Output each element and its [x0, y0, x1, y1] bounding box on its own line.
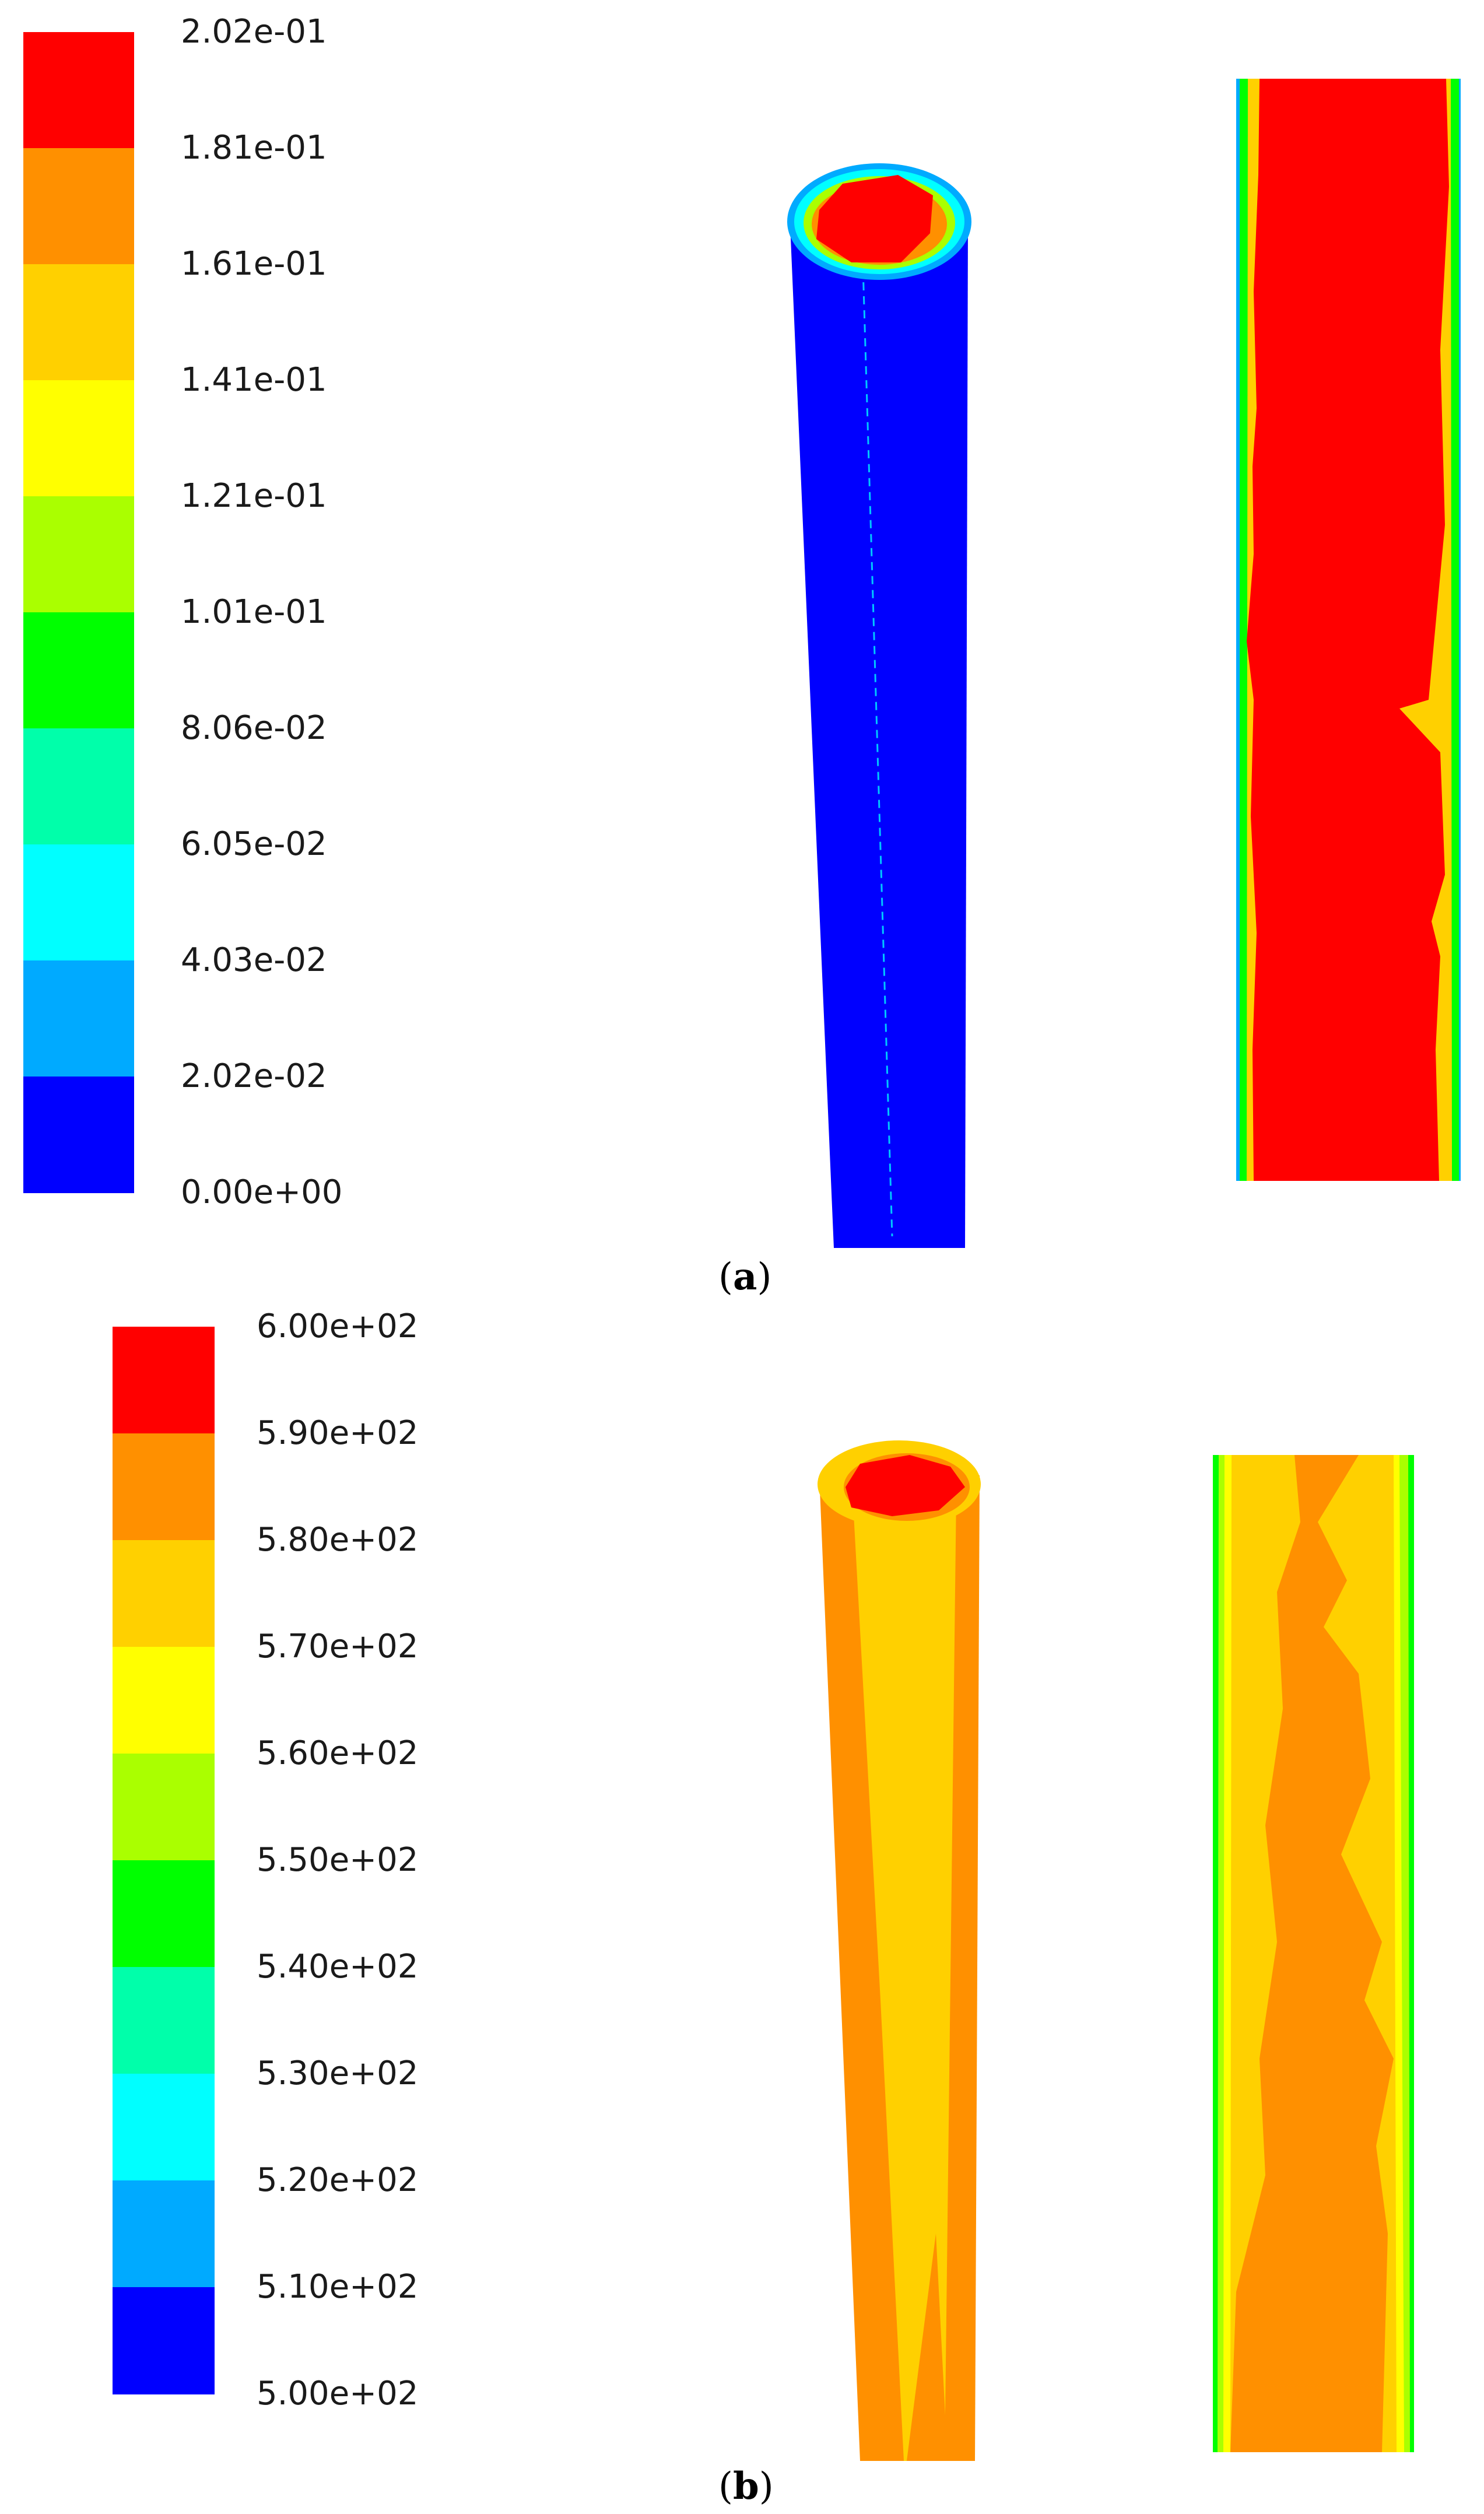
legend-swatch — [113, 1540, 215, 1647]
section-core-b — [1230, 1455, 1394, 2452]
caption-b: (b) — [718, 2464, 774, 2508]
legend-tick-label: 5.40e+02 — [257, 1948, 419, 1986]
legend-tick-label: 2.02e-02 — [181, 1057, 327, 1095]
tube-top-core-a — [816, 175, 933, 262]
legend-swatch — [23, 844, 134, 961]
legend-swatch — [23, 496, 134, 613]
legend-swatch — [113, 1433, 215, 1541]
legend-swatch — [23, 728, 134, 845]
legend-swatch — [23, 264, 134, 381]
tube-3d-body-a — [790, 225, 968, 1248]
legend-tick-label: 1.01e-01 — [181, 593, 327, 631]
legend-swatch — [23, 148, 134, 265]
panel-b: 6.00e+02 5.90e+02 5.80e+02 5.70e+02 5.60e+02… — [0, 1300, 1484, 2514]
legend-tick-label: 1.61e-01 — [181, 245, 327, 283]
legend-swatch — [23, 32, 134, 149]
legend-swatch — [23, 380, 134, 497]
section-core-a — [1247, 79, 1449, 1181]
legend-tick-label: 5.80e+02 — [257, 1521, 419, 1559]
legend-swatch — [113, 1327, 215, 1434]
legend-swatch — [23, 612, 134, 729]
legend-tick-label: 5.70e+02 — [257, 1628, 419, 1666]
legend-tick-label: 8.06e-02 — [181, 709, 327, 747]
color-legend-bar-a — [23, 32, 134, 1193]
legend-tick-label: 6.05e-02 — [181, 825, 327, 863]
legend-swatch — [113, 2074, 215, 2181]
tube-3d-seam-a — [862, 268, 893, 1237]
legend-tick-label: 5.00e+02 — [257, 2375, 419, 2413]
tube-3d-face-b — [852, 1493, 956, 2461]
legend-tick-label: 5.20e+02 — [257, 2161, 419, 2199]
contour-views-a — [787, 79, 1461, 1248]
legend-tick-label: 5.30e+02 — [257, 2054, 419, 2092]
legend-tick-label: 6.00e+02 — [257, 1307, 419, 1345]
legend-tick-label: 5.90e+02 — [257, 1414, 419, 1452]
legend-swatch — [113, 2180, 215, 2288]
legend-swatch — [113, 1647, 215, 1754]
legend-swatch — [23, 960, 134, 1077]
legend-tick-label: 5.60e+02 — [257, 1734, 419, 1772]
legend-tick-label: 5.50e+02 — [257, 1841, 419, 1879]
legend-tick-label: 2.02e-01 — [181, 13, 327, 51]
tube-top-core-b — [846, 1455, 965, 1516]
legend-swatch — [113, 2287, 215, 2394]
legend-tick-label: 1.81e-01 — [181, 129, 327, 167]
legend-tick-label: 0.00e+00 — [181, 1173, 343, 1211]
legend-tick-label: 5.10e+02 — [257, 2268, 419, 2306]
legend-swatch — [113, 1754, 215, 1861]
color-legend-bar-b — [113, 1327, 215, 2394]
panel-a: 2.02e-01 1.81e-01 1.61e-01 1.41e-01 1.21e-01… — [23, 13, 1461, 1299]
legend-tick-label: 1.21e-01 — [181, 477, 327, 515]
legend-swatch — [113, 1967, 215, 2074]
legend-tick-label: 4.03e-02 — [181, 941, 327, 979]
contour-views-b — [818, 1440, 1414, 2461]
legend-swatch — [23, 1077, 134, 1193]
legend-tick-label: 1.41e-01 — [181, 361, 327, 399]
caption-a: (a) — [718, 1255, 772, 1299]
legend-swatch — [113, 1860, 215, 1968]
